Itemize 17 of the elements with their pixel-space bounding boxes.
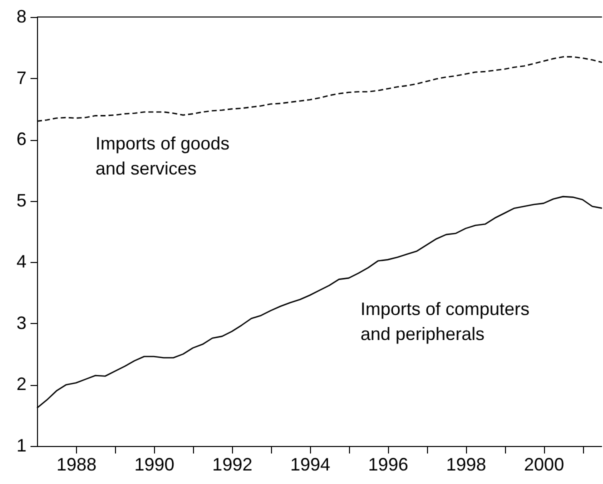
y-tick-label: 8 bbox=[16, 6, 26, 26]
x-tick-label: 1994 bbox=[290, 454, 330, 474]
x-tick-label: 1996 bbox=[368, 454, 408, 474]
x-tick-label: 1992 bbox=[212, 454, 252, 474]
series-label: Imports of computers and peripherals bbox=[360, 299, 530, 344]
y-tick-label: 5 bbox=[16, 190, 26, 210]
series-label: Imports of goods and services bbox=[95, 134, 230, 179]
y-tick-label: 4 bbox=[16, 252, 26, 272]
x-tick-label: 1990 bbox=[134, 454, 174, 474]
x-tick-label: 2000 bbox=[524, 454, 564, 474]
y-tick-label: 2 bbox=[16, 374, 26, 394]
x-tick-label: 1988 bbox=[56, 454, 96, 474]
y-tick-label: 7 bbox=[16, 68, 26, 88]
y-tick-label: 3 bbox=[16, 312, 26, 333]
y-tick-label: 6 bbox=[16, 129, 26, 150]
y-tick-label: 1 bbox=[16, 436, 26, 456]
x-tick-label: 1998 bbox=[446, 454, 486, 474]
